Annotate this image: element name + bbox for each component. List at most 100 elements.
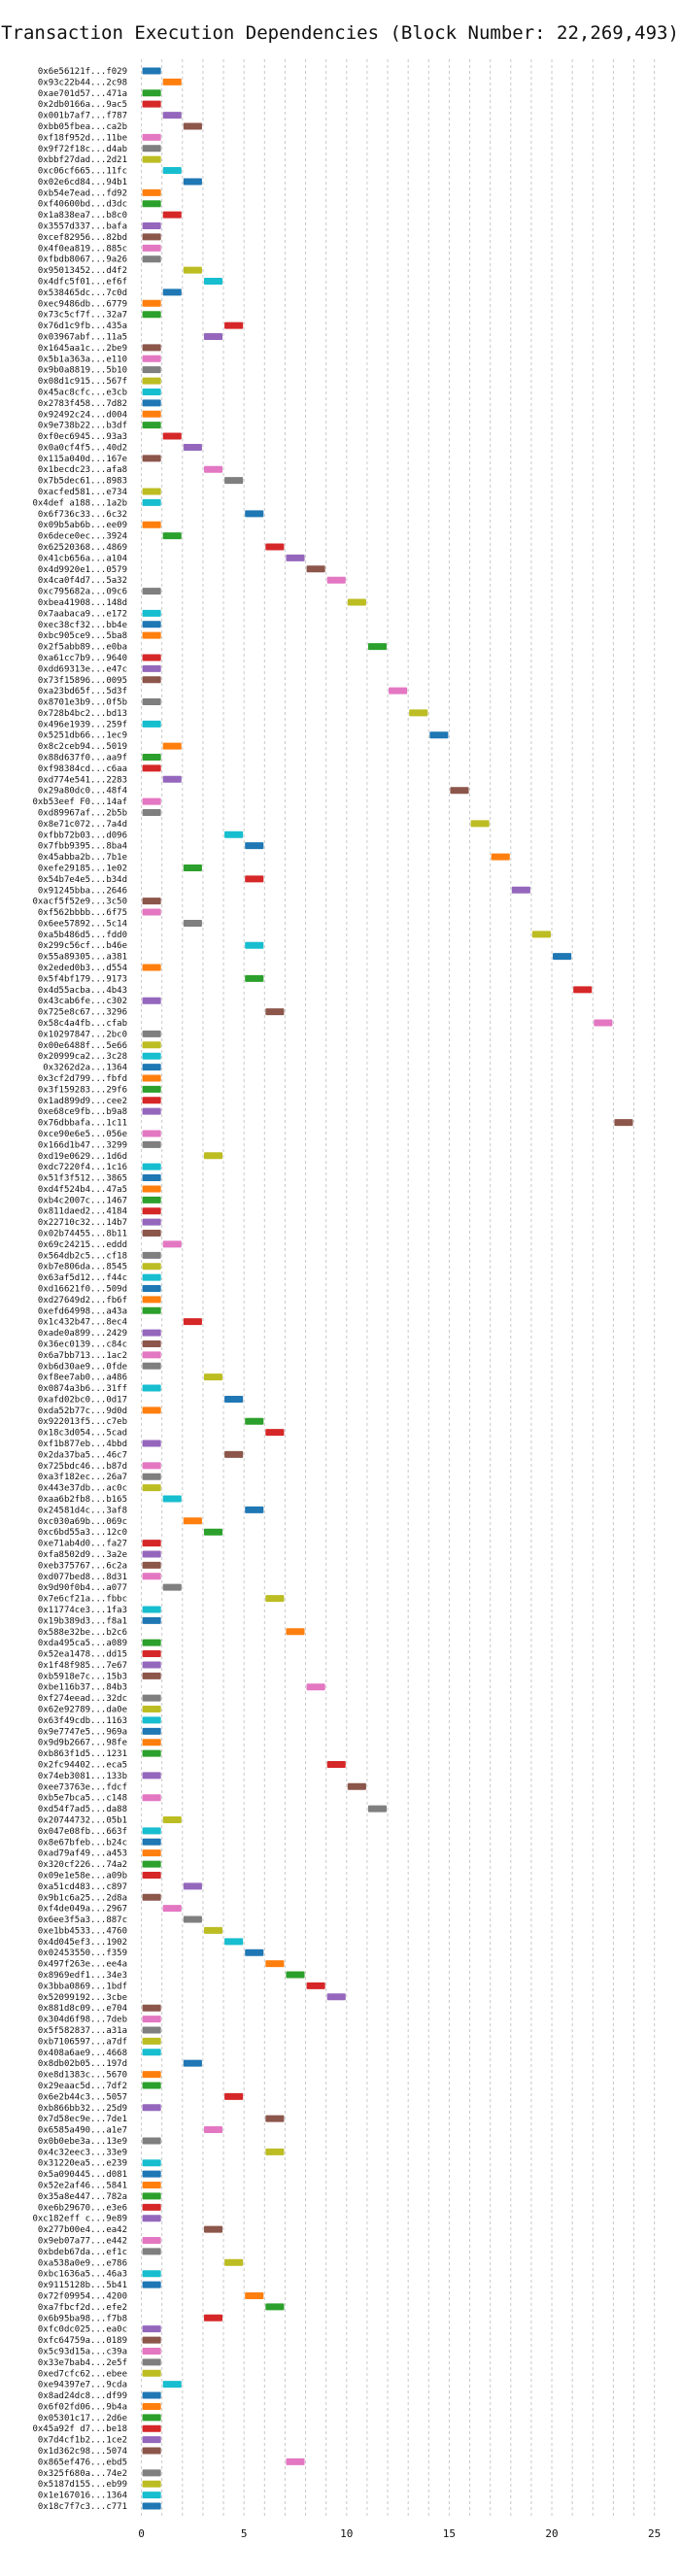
transaction-bar bbox=[491, 853, 510, 861]
transaction-bar bbox=[142, 676, 161, 684]
transaction-label: 0x33e7bab4...2e5f bbox=[38, 2358, 127, 2368]
transaction-label: 0x408a6ae9...4668 bbox=[38, 2049, 127, 2058]
transaction-label: 0xc795682a...09c6 bbox=[38, 588, 127, 597]
transaction-label: 0x1c432b47...8ec4 bbox=[38, 1318, 127, 1328]
transaction-label: 0x3262d2a...1364 bbox=[43, 1064, 127, 1073]
transaction-bar bbox=[142, 1573, 161, 1580]
transaction-label: 0x5a090445...d081 bbox=[38, 2170, 127, 2180]
transaction-label: 0x69c24215...eddd bbox=[38, 1240, 127, 1250]
transaction-bar bbox=[142, 664, 161, 672]
transaction-label: 0xcef82956...82bd bbox=[38, 233, 127, 243]
transaction-label: 0xf4de049a...2967 bbox=[38, 1905, 127, 1915]
transaction-label: 0x4d9920e1...0579 bbox=[38, 565, 127, 575]
transaction-bar bbox=[142, 488, 161, 495]
transaction-bar bbox=[286, 1971, 305, 1979]
transaction-bar bbox=[142, 145, 161, 153]
transaction-bar bbox=[142, 1052, 161, 1060]
transaction-bar bbox=[142, 89, 161, 97]
transaction-label: 0xc06cf665...11fc bbox=[38, 167, 127, 177]
transaction-label: 0x9eb07a77...e442 bbox=[38, 2237, 127, 2247]
transaction-label: 0x43cab6fe...c302 bbox=[38, 997, 127, 1006]
transaction-bar bbox=[142, 422, 161, 429]
transaction-label: 0x4d55acba...4b43 bbox=[38, 986, 127, 996]
transaction-bar bbox=[142, 1462, 161, 1470]
transaction-label: 0xf562bbbb...6f75 bbox=[38, 908, 127, 918]
transaction-label: 0x4def a188...1a2b bbox=[32, 498, 127, 508]
transaction-label: 0x36ec0139...c84c bbox=[38, 1339, 127, 1349]
transaction-label: 0x6ee3f5a3...887c bbox=[38, 1915, 127, 1925]
transaction-bar bbox=[142, 2270, 161, 2278]
transaction-label: 0x63f49cdb...1163 bbox=[38, 1716, 127, 1726]
transaction-bar bbox=[142, 2004, 161, 2012]
transaction-bar bbox=[224, 2258, 244, 2266]
transaction-bar bbox=[142, 233, 161, 241]
transaction-label: 0xe68ce9fb...b9a8 bbox=[38, 1107, 127, 1117]
transaction-label: 0x304d6f98...7deb bbox=[38, 2016, 127, 2025]
transaction-bar bbox=[162, 1815, 182, 1823]
transaction-bar bbox=[142, 1550, 161, 1558]
transaction-label: 0x02e6cd84...94b1 bbox=[38, 178, 127, 187]
transaction-bar bbox=[142, 2281, 161, 2288]
transaction-label: 0x0874a3b6...31ff bbox=[38, 1384, 127, 1394]
transaction-label: 0x45abba2b...7b1e bbox=[38, 853, 127, 863]
transaction-bar bbox=[470, 820, 490, 828]
transaction-bar bbox=[142, 355, 161, 362]
transaction-label: 0xc030a69b...069c bbox=[38, 1517, 127, 1527]
transaction-label: 0xb5e7bca5...c148 bbox=[38, 1794, 127, 1804]
transaction-bar bbox=[142, 1041, 161, 1049]
transaction-label: 0x325f680a...74e2 bbox=[38, 2469, 127, 2479]
transaction-bar bbox=[142, 1107, 161, 1115]
transaction-label: 0xa5b486d5...fdd0 bbox=[38, 931, 127, 940]
transaction-label: 0x6ee57892...5c14 bbox=[38, 919, 127, 929]
transaction-label: 0x3cf2d799...fbfd bbox=[38, 1074, 127, 1084]
transaction-label: 0x2783f458...7d82 bbox=[38, 399, 127, 409]
transaction-label: 0x725e8c67...3296 bbox=[38, 1008, 127, 1018]
transaction-label: 0xc6bd55a3...12c0 bbox=[38, 1528, 127, 1538]
transaction-bar bbox=[142, 1694, 161, 1702]
transaction-label: 0x93c22b44...2c98 bbox=[38, 78, 127, 87]
transaction-bar bbox=[142, 797, 161, 805]
transaction-bar bbox=[245, 1506, 264, 1513]
transaction-bar bbox=[142, 2414, 161, 2422]
transaction-bar bbox=[142, 2082, 161, 2089]
transaction-bar bbox=[265, 2148, 285, 2155]
transaction-label: 0x2f5abb89...e0ba bbox=[38, 643, 127, 653]
transaction-label: 0x02453550...f359 bbox=[38, 1949, 127, 1958]
transaction-bar bbox=[183, 1882, 202, 1890]
transaction-label: 0xee73763e...fdcf bbox=[38, 1782, 127, 1792]
transaction-label: 0x8969edf1...34e3 bbox=[38, 1971, 127, 1981]
transaction-bar bbox=[142, 255, 161, 263]
transaction-label: 0x73c5cf7f...32a7 bbox=[38, 311, 127, 321]
transaction-label: 0x10297847...2bc0 bbox=[38, 1030, 127, 1039]
transaction-bar bbox=[142, 521, 161, 528]
transaction-label: 0x45a92f d7...be18 bbox=[32, 2424, 127, 2434]
transaction-label: 0xacf5f52e9...3c50 bbox=[32, 898, 127, 907]
transaction-bar bbox=[142, 698, 161, 706]
transaction-label: 0x1a838ea7...b8c0 bbox=[38, 211, 127, 220]
transaction-bar bbox=[142, 2159, 161, 2167]
transaction-bar bbox=[142, 2402, 161, 2410]
transaction-label: 0x88d637f0...aa9f bbox=[38, 754, 127, 763]
transaction-bar bbox=[142, 200, 161, 208]
transaction-label: 0x5c93d15a...c39a bbox=[38, 2347, 127, 2356]
transaction-bar bbox=[142, 808, 161, 816]
transaction-bar bbox=[142, 997, 161, 1004]
transaction-bar bbox=[142, 2016, 161, 2023]
transaction-bar bbox=[286, 2457, 305, 2465]
transaction-bar bbox=[142, 1794, 161, 1802]
transaction-bar bbox=[142, 1140, 161, 1148]
transaction-label: 0x91245bba...2646 bbox=[38, 886, 127, 896]
transaction-bar bbox=[142, 1185, 161, 1193]
transaction-bar bbox=[224, 322, 244, 329]
transaction-label: 0xed7cfc62...ebee bbox=[38, 2369, 127, 2379]
transaction-bar bbox=[142, 2336, 161, 2344]
transaction-label: 0x7e6cf21a...fbbc bbox=[38, 1595, 127, 1605]
transaction-label: 0xefd64998...a43a bbox=[38, 1306, 127, 1316]
transaction-bar bbox=[142, 1218, 161, 1226]
transaction-label: 0x4ca0f4d7...5a32 bbox=[38, 576, 127, 586]
transaction-label: 0x05301c17...2d6e bbox=[38, 2414, 127, 2423]
transaction-bar bbox=[142, 1351, 161, 1359]
transaction-label: 0x5b1a363a...e110 bbox=[38, 355, 127, 364]
transaction-bar bbox=[224, 1395, 244, 1403]
transaction-label: 0x09b5ab6b...ee09 bbox=[38, 521, 127, 530]
